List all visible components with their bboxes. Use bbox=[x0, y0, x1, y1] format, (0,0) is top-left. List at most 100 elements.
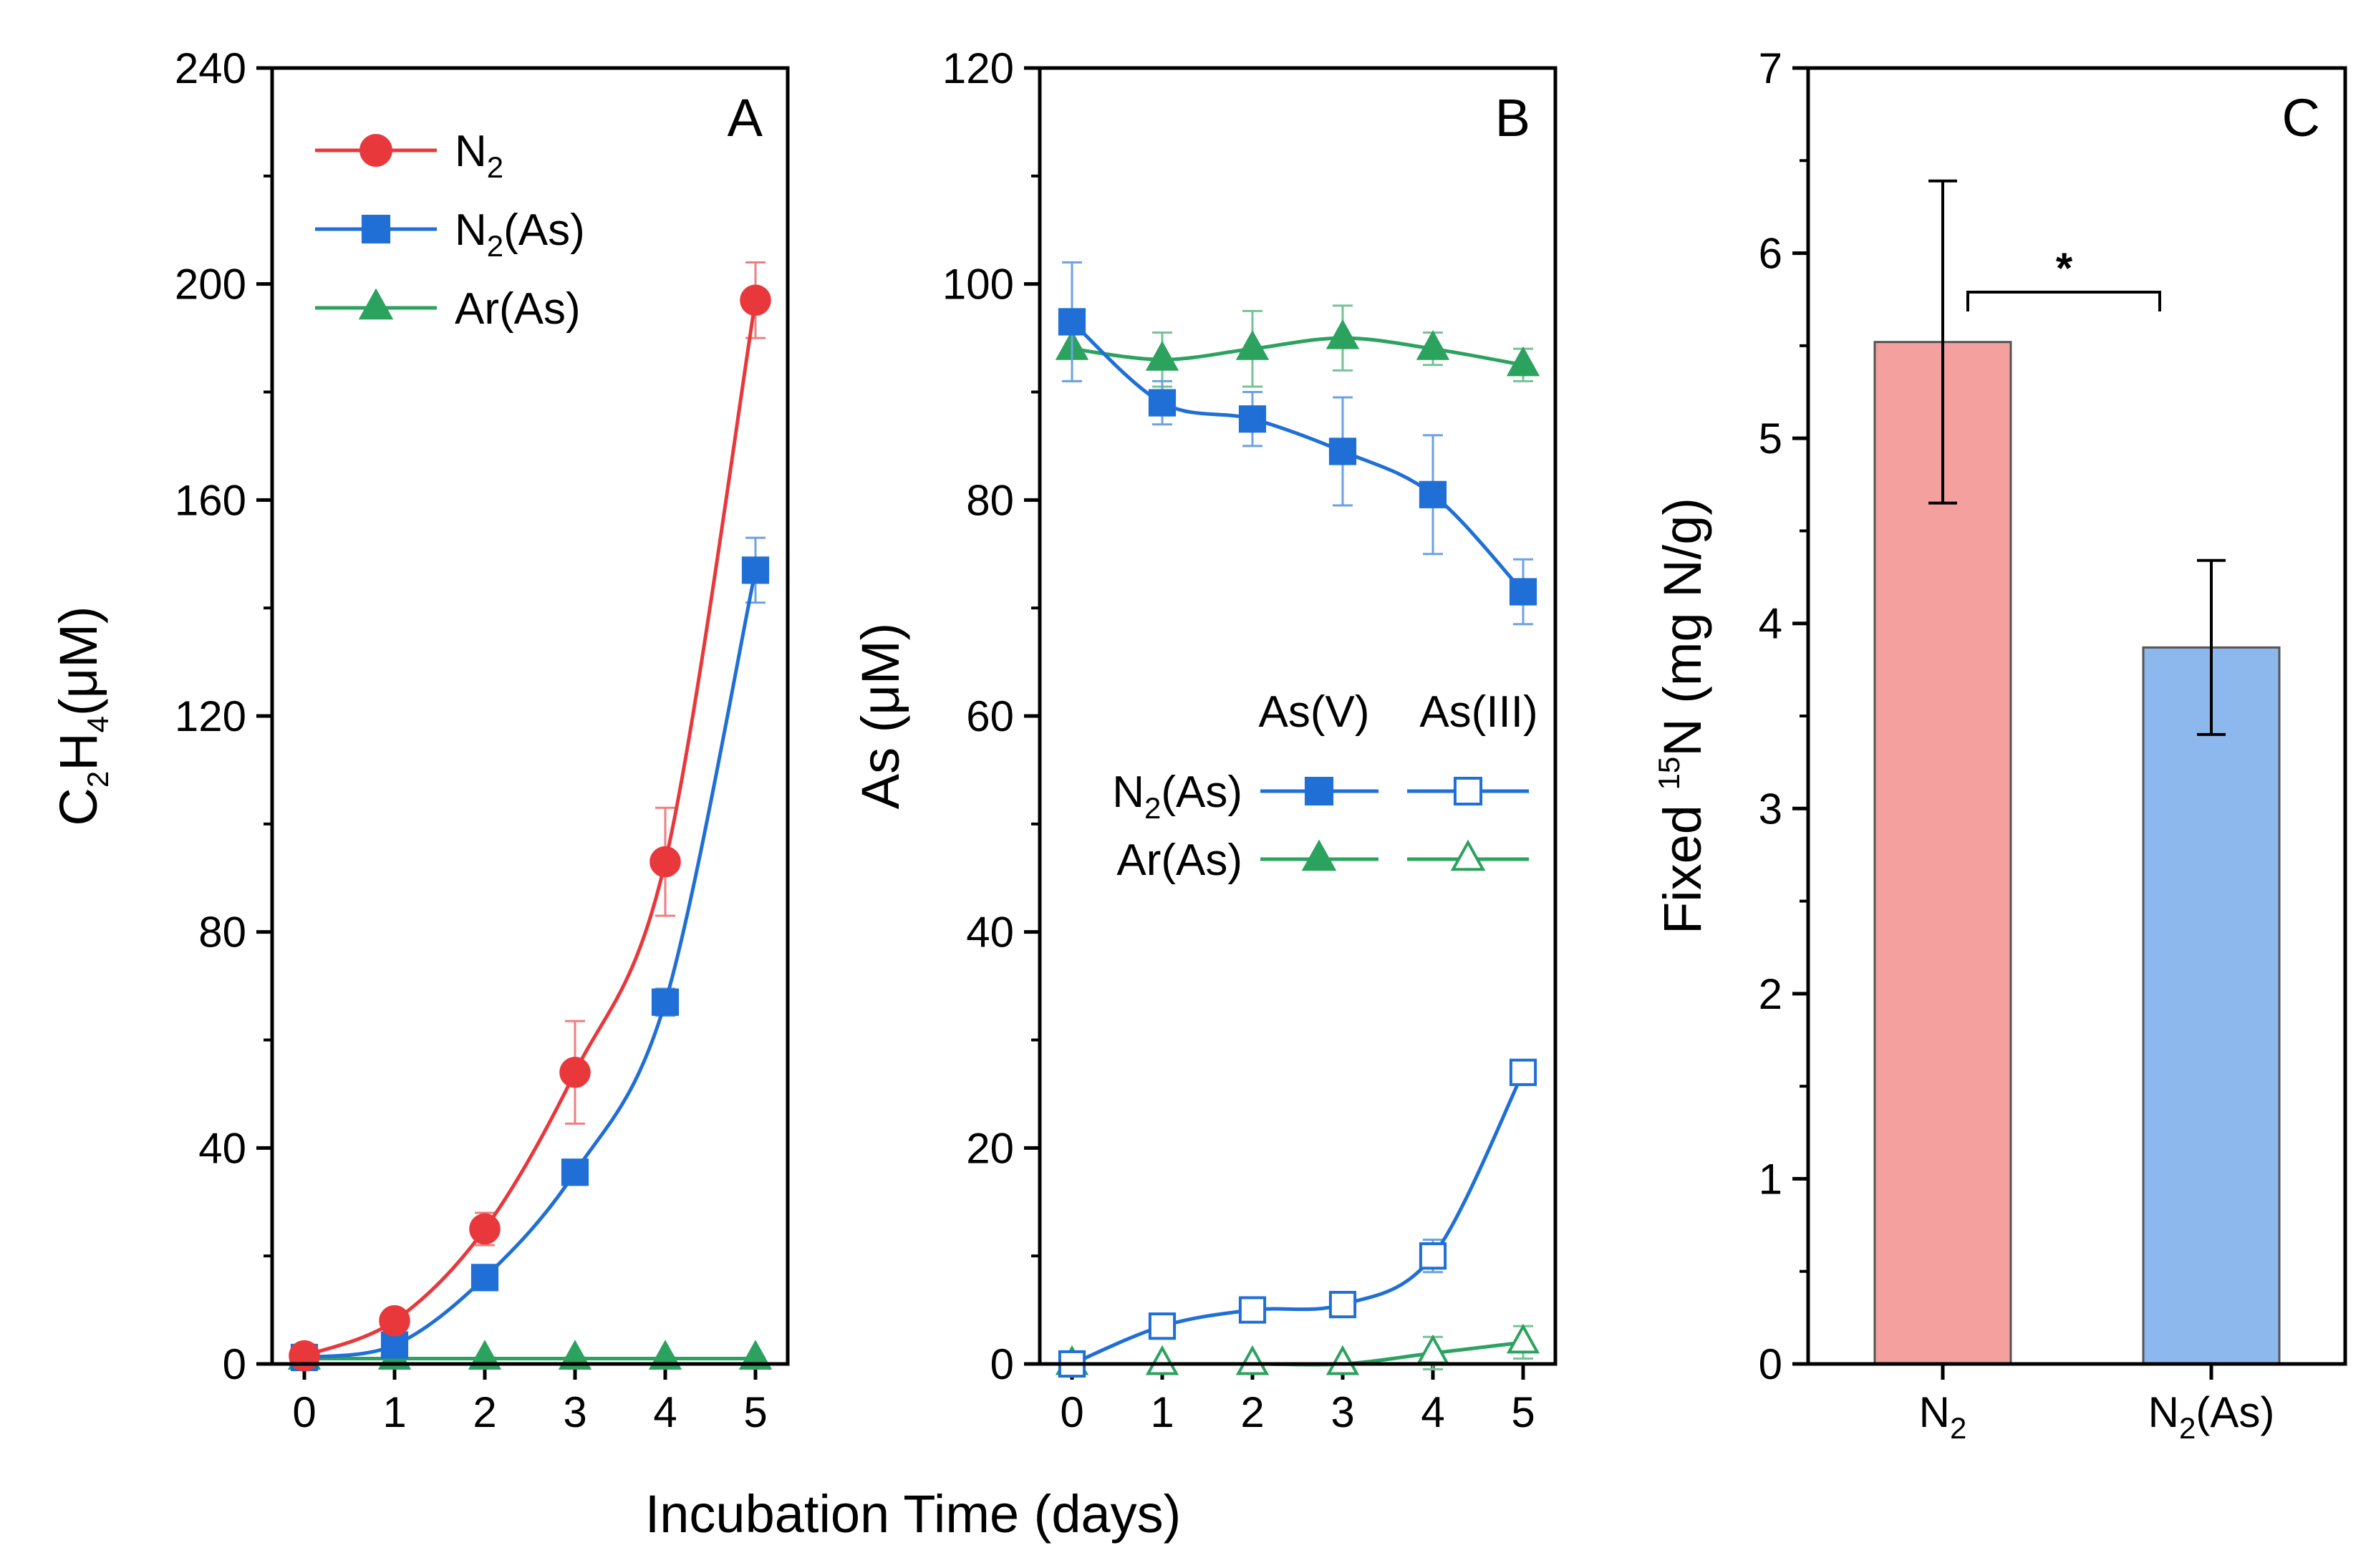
series-n2-as-as-iii- bbox=[1058, 1058, 1537, 1378]
legend-marker bbox=[1450, 839, 1486, 871]
data-point bbox=[469, 1213, 501, 1245]
data-point bbox=[1235, 1345, 1270, 1375]
data-point bbox=[559, 1056, 591, 1088]
series-ar-as-as-iii- bbox=[1055, 1323, 1540, 1375]
data-point bbox=[740, 284, 771, 316]
data-point bbox=[1235, 329, 1270, 360]
series-n2 bbox=[289, 261, 771, 1372]
y-tick-label: 120 bbox=[942, 44, 1014, 92]
data-point bbox=[1148, 389, 1177, 417]
y-tick-label: 0 bbox=[990, 1340, 1014, 1388]
y-tick-label: 0 bbox=[1759, 1340, 1782, 1388]
data-point bbox=[649, 846, 681, 878]
x-tick-label: 3 bbox=[563, 1388, 586, 1436]
panel-b-legend: As(V) As(III) N2(As) Ar(As) bbox=[1112, 687, 1537, 885]
panel-a-legend: N2 N2(As) Ar(As) bbox=[315, 127, 585, 334]
data-point bbox=[1328, 437, 1357, 465]
y-tick-label: 80 bbox=[966, 476, 1014, 524]
legend-marker bbox=[1301, 839, 1337, 871]
y-tick-label: 0 bbox=[223, 1340, 246, 1388]
y-tick-label: 60 bbox=[966, 692, 1014, 740]
data-point bbox=[1506, 1323, 1540, 1354]
data-point bbox=[738, 1340, 773, 1370]
bracket-line bbox=[1966, 291, 2161, 311]
data-point bbox=[470, 1264, 499, 1292]
y-tick-label: 160 bbox=[175, 476, 246, 524]
y-tick-label: 2 bbox=[1759, 970, 1782, 1018]
y-tick-label: 7 bbox=[1759, 44, 1782, 92]
series-n2-as- bbox=[290, 536, 770, 1372]
panel-a-plot-area bbox=[287, 261, 773, 1372]
series-line bbox=[1071, 320, 1525, 594]
x-tick-label: 5 bbox=[1511, 1388, 1535, 1436]
legend-column-header: As(III) bbox=[1419, 687, 1537, 737]
panel-a-y-axis-label: C2H4(μM) bbox=[49, 606, 115, 826]
x-tick-label: 2 bbox=[1240, 1388, 1264, 1436]
legend-label: Ar(As) bbox=[455, 284, 581, 334]
legend-row: N2(As) bbox=[1112, 768, 1529, 825]
panel-b-frame bbox=[1038, 66, 1558, 1366]
series-line bbox=[1072, 1340, 1524, 1367]
series-line bbox=[1071, 1071, 1525, 1366]
panel-b-y-ticks: 0 20 40 60 80 100 120 bbox=[942, 44, 1040, 1388]
y-tick-label: 3 bbox=[1759, 785, 1782, 833]
data-point bbox=[1509, 1058, 1537, 1086]
significance-bracket: * bbox=[1966, 244, 2161, 311]
data-point bbox=[1145, 1345, 1179, 1375]
y-tick-label: 40 bbox=[966, 909, 1014, 957]
data-point bbox=[379, 1305, 410, 1337]
data-point bbox=[468, 1340, 502, 1370]
x-tick-label: 0 bbox=[1060, 1388, 1083, 1436]
y-tick-label: 20 bbox=[966, 1124, 1014, 1172]
panel-c-plot-area: * bbox=[1873, 179, 2281, 1365]
legend-row: Ar(As) bbox=[1116, 836, 1529, 885]
series-line bbox=[304, 569, 758, 1360]
data-point bbox=[1419, 1242, 1447, 1270]
data-point bbox=[1325, 1345, 1360, 1375]
x-tick-label: N2 bbox=[1919, 1388, 1967, 1445]
x-tick-label: 0 bbox=[292, 1388, 316, 1436]
data-point bbox=[1416, 1334, 1450, 1365]
panel-b-plot-area bbox=[1055, 261, 1540, 1378]
y-tick-label: 120 bbox=[175, 692, 246, 740]
panel-c-letter: C bbox=[2282, 88, 2320, 147]
x-tick-label: 1 bbox=[382, 1388, 406, 1436]
data-point bbox=[380, 1331, 409, 1359]
y-tick-label: 6 bbox=[1759, 230, 1782, 278]
panel-b: 0 20 40 60 80 100 120 0 1 2 3 4 5 B As(V) As(III) N2(… bbox=[851, 44, 1558, 1436]
x-tick-label: 1 bbox=[1150, 1388, 1174, 1436]
data-point bbox=[1238, 1296, 1267, 1324]
panel-a-y-ticks: 0 40 80 120 160 200 240 bbox=[175, 44, 272, 1388]
x-tick-label: N2(As) bbox=[2148, 1388, 2275, 1445]
legend-marker bbox=[1453, 776, 1483, 806]
legend-label: N2(As) bbox=[455, 205, 585, 263]
panel-b-x-ticks: 0 1 2 3 4 5 bbox=[1060, 1364, 1535, 1436]
panel-c-y-axis-label: Fixed 15N (mg N/g) bbox=[1652, 498, 1712, 934]
data-point bbox=[1145, 341, 1179, 371]
series-ar-as-as-v- bbox=[1055, 304, 1540, 388]
legend-item: N2 bbox=[315, 127, 503, 184]
data-point bbox=[1509, 578, 1537, 606]
panel-a-frame bbox=[270, 66, 790, 1366]
data-point bbox=[1238, 405, 1267, 433]
x-tick-label: 2 bbox=[473, 1388, 496, 1436]
x-tick-label: 5 bbox=[743, 1388, 767, 1436]
y-tick-label: 240 bbox=[175, 44, 246, 92]
y-tick-label: 40 bbox=[198, 1124, 246, 1172]
x-tick-label: 3 bbox=[1331, 1388, 1354, 1436]
series-line bbox=[1071, 336, 1524, 367]
data-point bbox=[289, 1340, 320, 1372]
bar bbox=[2142, 646, 2281, 1365]
bar bbox=[1873, 341, 2012, 1365]
data-point bbox=[561, 1158, 589, 1186]
series-n2-as-as-v- bbox=[1058, 261, 1537, 626]
data-point bbox=[741, 556, 770, 584]
data-point bbox=[651, 988, 680, 1016]
legend-marker bbox=[359, 134, 392, 167]
legend-marker bbox=[358, 288, 394, 320]
panel-c-x-labels: N2 N2(As) bbox=[1919, 1364, 2275, 1445]
panel-a-letter: A bbox=[728, 88, 763, 147]
y-tick-label: 1 bbox=[1759, 1155, 1782, 1203]
data-point bbox=[1416, 329, 1450, 360]
y-tick-label: 100 bbox=[942, 261, 1014, 309]
